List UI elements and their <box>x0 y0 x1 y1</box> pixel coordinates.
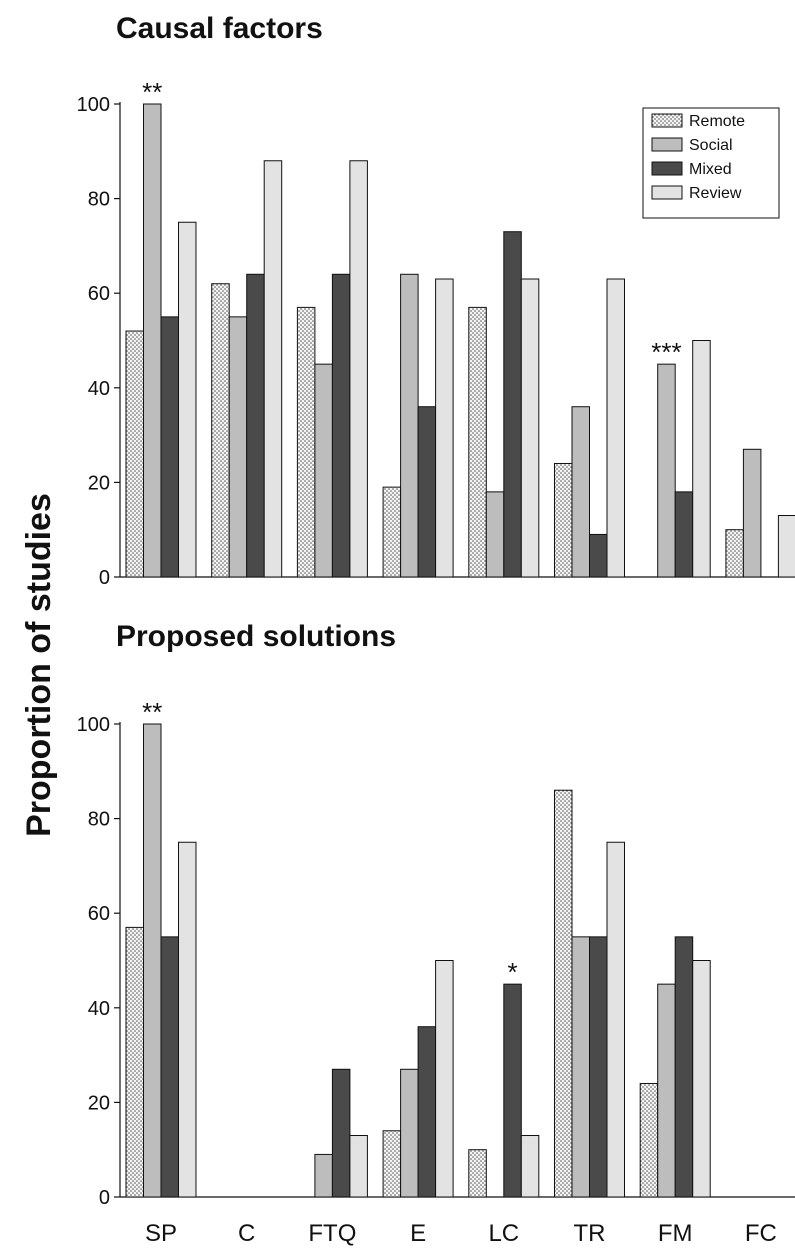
bar-review-c <box>263 160 283 578</box>
bar-review-tr <box>606 278 625 578</box>
bar-review-e <box>435 960 454 1198</box>
bar-review-ftq <box>349 1135 368 1198</box>
bar-remote-lc <box>468 306 487 578</box>
bar-mixed-lc <box>503 983 522 1198</box>
y-tick-label: 0 <box>99 567 110 589</box>
y-tick-label: 20 <box>88 472 110 494</box>
x-category-label: FTQ <box>308 1220 356 1247</box>
bar-mixed-e <box>417 406 437 578</box>
bar-social-e <box>400 1068 419 1198</box>
bar-mixed-lc <box>503 231 522 578</box>
bar-mixed-ftq <box>331 273 351 578</box>
bar-social-sp <box>143 723 162 1198</box>
bar-review-lc <box>520 1135 540 1198</box>
y-tick-label: 60 <box>88 283 110 305</box>
legend-swatch-mixed <box>651 161 683 176</box>
bar-mixed-e <box>417 1026 437 1198</box>
bar-review-fm <box>692 960 711 1198</box>
panel-title-causal: Causal factors <box>116 12 323 45</box>
x-category-label: SP <box>145 1220 177 1247</box>
significance-marker: *** <box>651 337 681 367</box>
bar-mixed-sp <box>160 936 179 1198</box>
x-category-label: LC <box>488 1220 519 1247</box>
bar-mixed-c <box>246 273 265 578</box>
bar-remote-c <box>211 283 230 578</box>
bar-review-fc <box>777 515 795 578</box>
bar-social-fc <box>742 448 762 578</box>
x-category-label: FM <box>658 1220 693 1247</box>
bar-remote-sp <box>125 330 144 578</box>
bar-social-ftq <box>314 1153 333 1198</box>
legend-swatch-social <box>651 137 683 152</box>
x-category-label: C <box>238 1220 255 1247</box>
legend-swatch-review <box>651 185 683 200</box>
bar-remote-tr <box>554 789 573 1198</box>
bar-remote-fm <box>639 1082 659 1198</box>
bar-social-fm <box>657 363 676 578</box>
legend-label-remote: Remote <box>689 113 745 130</box>
y-axis-label: Proportion of studies <box>20 493 58 837</box>
bar-mixed-tr <box>589 533 608 578</box>
legend: Remote Social Mixed Review <box>642 107 780 219</box>
y-tick-label: 80 <box>88 189 110 211</box>
legend-swatch-remote <box>651 113 683 128</box>
legend-label-mixed: Mixed <box>689 161 732 178</box>
y-tick-label: 40 <box>88 378 110 400</box>
bar-remote-tr <box>554 462 573 578</box>
bar-social-tr <box>571 406 590 578</box>
bar-review-sp <box>178 221 197 578</box>
bar-mixed-fm <box>674 491 694 578</box>
x-category-label: FC <box>745 1220 777 1247</box>
bar-remote-sp <box>125 926 144 1198</box>
panel-title-solutions: Proposed solutions <box>116 620 396 653</box>
legend-label-review: Review <box>689 185 742 202</box>
significance-marker: ** <box>142 77 162 107</box>
x-category-label: TR <box>574 1220 606 1247</box>
x-category-labels: SP C FTQ E LC TR FM FC <box>145 1220 777 1247</box>
bar-social-fm <box>657 983 676 1198</box>
bar-remote-ftq <box>296 306 316 578</box>
bar-review-e <box>435 278 454 578</box>
y-tick-label: 100 <box>77 94 110 116</box>
bar-review-ftq <box>349 160 368 578</box>
bar-social-c <box>228 316 248 578</box>
y-tick-label: 60 <box>88 903 110 925</box>
bar-review-lc <box>520 278 540 578</box>
y-tick-label: 40 <box>88 998 110 1020</box>
bar-mixed-ftq <box>331 1068 351 1198</box>
x-category-label: E <box>410 1220 426 1247</box>
bar-review-fm <box>692 340 711 578</box>
bar-mixed-tr <box>589 936 608 1198</box>
bar-social-tr <box>571 936 590 1198</box>
y-tick-label: 80 <box>88 809 110 831</box>
bar-social-sp <box>143 103 162 578</box>
bar-remote-e <box>382 486 402 578</box>
bar-social-ftq <box>314 363 333 578</box>
bar-remote-fc <box>725 529 744 578</box>
bar-mixed-fm <box>674 936 694 1198</box>
significance-marker: ** <box>142 697 162 727</box>
bar-remote-e <box>382 1130 402 1198</box>
significance-marker: * <box>507 957 517 987</box>
bar-remote-lc <box>468 1149 487 1198</box>
bar-social-lc <box>485 491 505 578</box>
y-tick-label: 0 <box>99 1187 110 1209</box>
bar-mixed-sp <box>160 316 179 578</box>
y-tick-label: 20 <box>88 1092 110 1114</box>
legend-label-social: Social <box>689 137 733 154</box>
bar-social-e <box>400 273 419 578</box>
y-tick-label: 100 <box>77 714 110 736</box>
bar-review-sp <box>178 841 197 1198</box>
bar-review-tr <box>606 841 625 1198</box>
